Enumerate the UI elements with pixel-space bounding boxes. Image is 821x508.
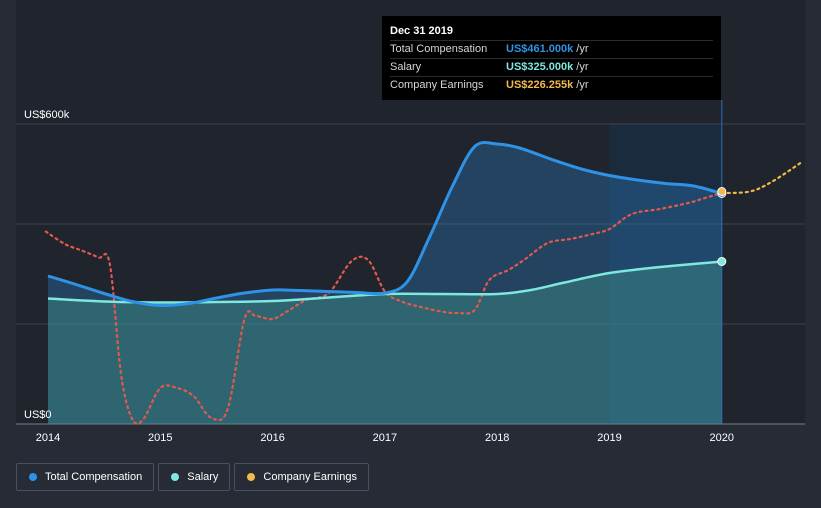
company-earnings-forecast-line <box>720 160 804 195</box>
x-tick-label: 2016 <box>260 432 284 444</box>
x-tick-label: 2014 <box>36 432 60 444</box>
tooltip-label: Total Compensation <box>390 43 488 55</box>
tooltip-unit: /yr <box>576 79 589 91</box>
tooltip-row-salary: Salary US$325.000k /yr <box>390 58 713 76</box>
tooltip-label: Salary <box>390 61 422 73</box>
legend-dot-icon <box>29 473 37 481</box>
legend-item-salary[interactable]: Salary <box>158 463 231 491</box>
tooltip-date: Dec 31 2019 <box>390 25 453 37</box>
tooltip-value: US$325.000k <box>506 61 574 73</box>
legend-item-company-earnings[interactable]: Company Earnings <box>234 463 369 491</box>
company-earnings-marker <box>717 187 727 196</box>
legend-label: Company Earnings <box>263 471 357 483</box>
total-compensation-area <box>48 142 722 425</box>
tooltip-unit: /yr <box>576 43 589 55</box>
salary-marker <box>717 257 727 266</box>
legend-item-total-compensation[interactable]: Total Compensation <box>16 463 155 491</box>
tooltip-value: US$461.000k <box>506 43 574 55</box>
chart-tooltip: Dec 31 2019 Total Compensation US$461.00… <box>382 16 721 100</box>
highlight-band <box>609 124 722 424</box>
tooltip-row-company-earnings: Company Earnings US$226.255k /yr <box>390 76 713 94</box>
chart-legend: Total Compensation Salary Company Earnin… <box>16 463 373 491</box>
tooltip-label: Company Earnings <box>390 79 484 91</box>
x-tick-label: 2018 <box>485 432 509 444</box>
x-tick-label: 2019 <box>597 432 621 444</box>
x-tick-label: 2020 <box>710 432 734 444</box>
legend-dot-icon <box>171 473 180 481</box>
x-tick-label: 2017 <box>373 432 397 444</box>
y-tick-label: US$600k <box>24 109 70 121</box>
x-tick-label: 2015 <box>148 432 172 444</box>
tooltip-value: US$226.255k <box>506 79 574 91</box>
y-tick-label: US$0 <box>24 409 52 421</box>
legend-label: Total Compensation <box>45 471 143 483</box>
legend-label: Salary <box>187 471 219 483</box>
tooltip-row-total-compensation: Total Compensation US$461.000k /yr <box>390 40 713 58</box>
total-compensation-line <box>47 141 723 308</box>
salary-line <box>47 260 722 304</box>
tooltip-unit: /yr <box>576 61 589 73</box>
company-earnings-line <box>44 191 723 425</box>
legend-dot-icon <box>247 473 256 481</box>
